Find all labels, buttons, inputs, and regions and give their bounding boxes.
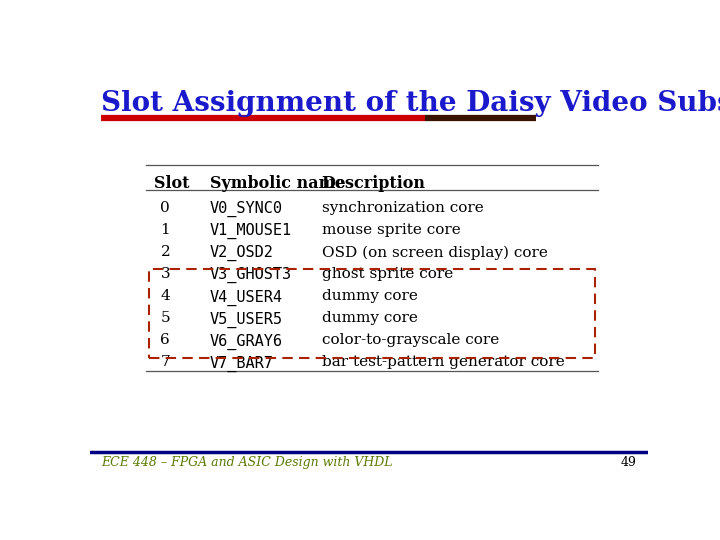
Text: OSD (on screen display) core: OSD (on screen display) core: [322, 245, 547, 260]
Text: ghost sprite core: ghost sprite core: [322, 267, 453, 281]
Text: mouse sprite core: mouse sprite core: [322, 223, 460, 237]
Text: 5: 5: [161, 312, 170, 326]
Text: V1_MOUSE1: V1_MOUSE1: [210, 223, 292, 239]
Text: 1: 1: [161, 223, 170, 237]
Text: Description: Description: [322, 175, 426, 192]
Text: color-to-grayscale core: color-to-grayscale core: [322, 333, 499, 347]
Text: Slot Assignment of the Daisy Video Subsystem: Slot Assignment of the Daisy Video Subsy…: [101, 90, 720, 117]
Text: V2_OSD2: V2_OSD2: [210, 245, 274, 261]
Text: 0: 0: [161, 201, 170, 215]
Text: V7_BAR7: V7_BAR7: [210, 355, 274, 372]
Text: V0_SYNC0: V0_SYNC0: [210, 201, 283, 218]
Text: 4: 4: [161, 289, 170, 303]
Text: Symbolic name: Symbolic name: [210, 175, 346, 192]
Text: dummy core: dummy core: [322, 312, 418, 326]
Text: V4_USER4: V4_USER4: [210, 289, 283, 306]
Text: 6: 6: [161, 333, 170, 347]
Text: ECE 448 – FPGA and ASIC Design with VHDL: ECE 448 – FPGA and ASIC Design with VHDL: [101, 456, 392, 469]
Text: 7: 7: [161, 355, 170, 369]
Text: 49: 49: [621, 456, 637, 469]
Text: V5_USER5: V5_USER5: [210, 312, 283, 328]
Text: Slot: Slot: [154, 175, 189, 192]
Text: synchronization core: synchronization core: [322, 201, 483, 215]
Text: 3: 3: [161, 267, 170, 281]
Bar: [148, 269, 595, 359]
Text: V6_GRAY6: V6_GRAY6: [210, 333, 283, 349]
Text: V3_GHOST3: V3_GHOST3: [210, 267, 292, 284]
Text: bar test-pattern generator core: bar test-pattern generator core: [322, 355, 564, 369]
Text: 2: 2: [161, 245, 170, 259]
Text: dummy core: dummy core: [322, 289, 418, 303]
